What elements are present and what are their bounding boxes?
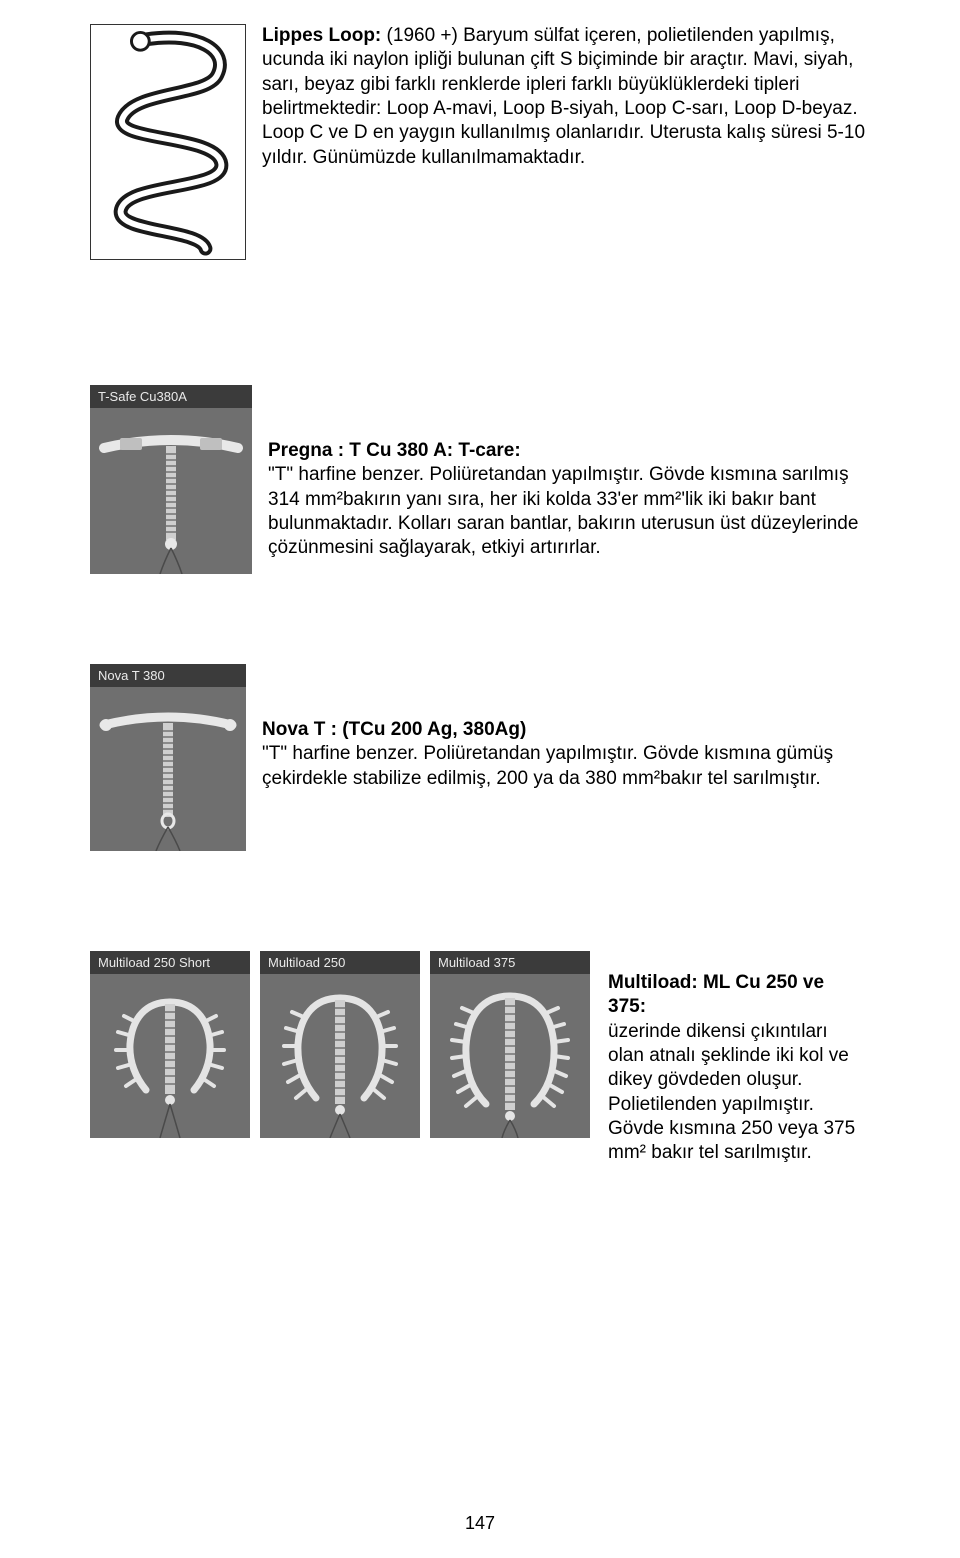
- novat-icon: [90, 687, 246, 851]
- multiload-body: üzerinde dikensi çıkıntıları olan atnalı…: [608, 1021, 855, 1164]
- novat-card-label: Nova T 380: [90, 664, 246, 687]
- tsafe-text: Pregna : T Cu 380 A: T-care: "T" harfine…: [268, 385, 870, 561]
- multiload-card-375: Multiload 375: [430, 951, 590, 1138]
- tsafe-card-label: T-Safe Cu380A: [90, 385, 252, 408]
- multiload-label-250: Multiload 250: [260, 951, 420, 974]
- section-lippes-loop: Lippes Loop: (1960 +) Baryum sülfat içer…: [90, 24, 870, 265]
- lippes-loop-text: Lippes Loop: (1960 +) Baryum sülfat içer…: [262, 24, 870, 170]
- multiload-250short-icon: [90, 974, 250, 1138]
- tsafe-icon: [90, 408, 252, 574]
- section-tsafe: T-Safe Cu380A Pregn: [90, 385, 870, 574]
- multiload-label-250short: Multiload 250 Short: [90, 951, 250, 974]
- multiload-text: Multiload: ML Cu 250 ve 375: üzerinde di…: [608, 951, 858, 1166]
- section-multiload: Multiload 250 Short: [90, 951, 870, 1166]
- page-number: 147: [0, 1513, 960, 1534]
- novat-body: "T" harfine benzer. Poliüretandan yapılm…: [262, 743, 833, 788]
- lippes-loop-title: Lippes Loop:: [262, 25, 381, 46]
- tsafe-image-card: T-Safe Cu380A: [90, 385, 252, 574]
- novat-text: Nova T : (TCu 200 Ag, 380Ag) "T" harfine…: [262, 664, 870, 791]
- multiload-label-375: Multiload 375: [430, 951, 590, 974]
- lippes-loop-body: (1960 +) Baryum sülfat içeren, polietile…: [262, 25, 865, 168]
- tsafe-title: Pregna : T Cu 380 A: T-care:: [268, 440, 521, 461]
- multiload-image-group: Multiload 250 Short: [90, 951, 590, 1138]
- novat-title: Nova T : (TCu 200 Ag, 380Ag): [262, 719, 526, 740]
- multiload-card-250: Multiload 250: [260, 951, 420, 1138]
- section-novat: Nova T 380 Nova T : (TCu 200 Ag, 380Ag) …: [90, 664, 870, 851]
- multiload-title: Multiload: ML Cu 250 ve 375:: [608, 972, 824, 1017]
- multiload-250-icon: [260, 974, 420, 1138]
- lippes-loop-image-frame: [90, 24, 246, 265]
- tsafe-body: "T" harfine benzer. Poliüretandan yapılm…: [268, 464, 858, 558]
- multiload-375-icon: [430, 974, 590, 1138]
- lippes-loop-icon: [90, 24, 246, 260]
- multiload-card-250short: Multiload 250 Short: [90, 951, 250, 1138]
- novat-image-card: Nova T 380: [90, 664, 246, 851]
